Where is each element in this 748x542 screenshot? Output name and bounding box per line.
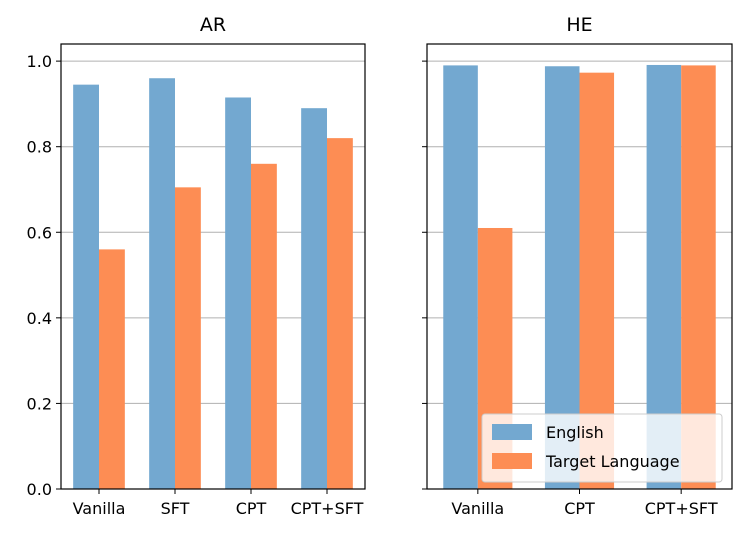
y-tick-label: 0.8	[27, 138, 52, 157]
y-tick-label: 1.0	[27, 52, 52, 71]
y-tick-label: 0.2	[27, 394, 52, 413]
bar-english-vanilla	[443, 65, 478, 490]
y-tick-label: 0.6	[27, 223, 52, 242]
bar-target-language-cpt	[251, 163, 277, 490]
y-tick-label: 0.4	[27, 309, 52, 328]
legend-label: English	[546, 423, 604, 442]
legend-box	[481, 413, 723, 483]
panel-title: AR	[200, 14, 226, 36]
x-tick-label: Vanilla	[73, 499, 126, 518]
bar-english-vanilla	[73, 84, 99, 489]
legend: English Target Language	[481, 413, 723, 483]
bar-english-sft	[149, 78, 175, 489]
legend-label: Target Language	[545, 452, 680, 471]
legend-swatch	[492, 424, 532, 440]
y-tick-label: 0.0	[27, 480, 52, 499]
x-tick-label: CPT+SFT	[645, 499, 718, 518]
bar-english-cpt	[225, 97, 251, 489]
x-tick-label: Vanilla	[451, 499, 504, 518]
bar-english-cpt-sft	[301, 108, 327, 490]
axes-frame	[426, 43, 733, 490]
panel-ar: Vanilla SFT CPT CPT+SFT 0.0 0.2 0.4 0.6 0.8 1.0 AR	[27, 14, 366, 518]
axes-frame	[60, 43, 366, 490]
legend-swatch	[492, 453, 532, 469]
x-tick-label: CPT	[236, 499, 267, 518]
x-tick-label: SFT	[161, 499, 190, 518]
bar-target-language-cpt-sft	[327, 138, 353, 489]
bar-target-language-vanilla	[99, 249, 125, 489]
x-tick-label: CPT+SFT	[291, 499, 364, 518]
panel-title: HE	[566, 14, 592, 36]
bar-target-language-sft	[175, 187, 201, 489]
x-tick-label: CPT	[564, 499, 595, 518]
